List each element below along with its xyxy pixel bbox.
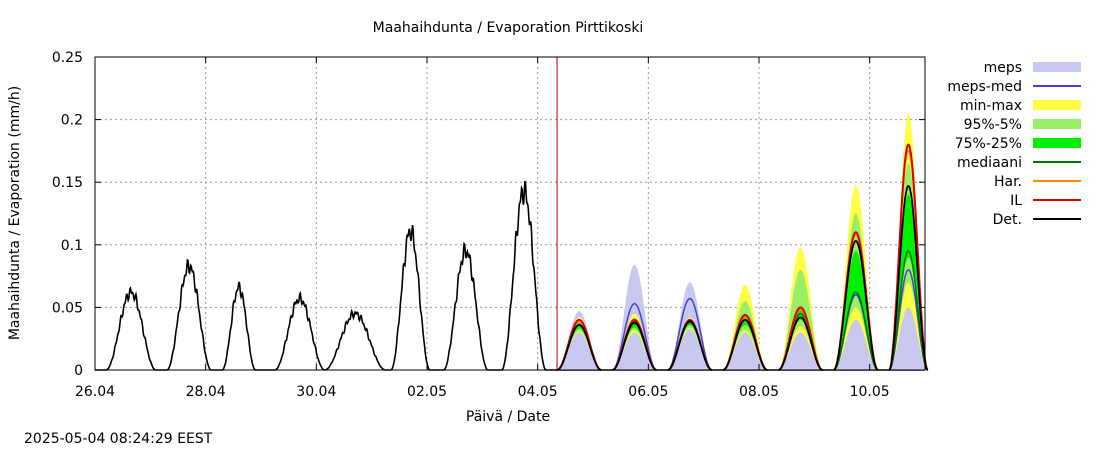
p95-5-band bbox=[612, 317, 657, 370]
det-line bbox=[888, 185, 929, 371]
legend-label: IL bbox=[1010, 193, 1022, 209]
x-axis-label: Päivä / Date bbox=[466, 409, 550, 425]
p75-25-band bbox=[889, 194, 928, 370]
axis-ticks: 0 0.05 0.1 0.15 0.2 0.25 26.04 28.04 30.04 02.05 0… bbox=[52, 50, 925, 400]
x-tick-label: 10.05 bbox=[850, 384, 890, 400]
legend-label: mediaani bbox=[957, 155, 1022, 171]
legend-swatch-meps bbox=[1033, 62, 1081, 72]
legend-label: 95%-5% bbox=[964, 117, 1022, 133]
legend-swatch-p75_25 bbox=[1033, 138, 1081, 148]
x-tick-label: 28.04 bbox=[186, 384, 226, 400]
y-tick-label: 0.2 bbox=[61, 113, 83, 129]
det-line bbox=[778, 316, 823, 371]
meps-med-line bbox=[667, 297, 713, 371]
p75-25-band bbox=[833, 251, 878, 370]
det-line bbox=[556, 323, 602, 371]
legend-label: meps-med bbox=[947, 79, 1022, 95]
y-tick-label: 0.05 bbox=[52, 300, 83, 316]
series-layer bbox=[95, 57, 929, 371]
legend-label: min-max bbox=[960, 98, 1022, 114]
legend: meps meps-med min-max 95%-5% 75%-25% mediaani… bbox=[947, 60, 1081, 228]
p95-5-band bbox=[557, 319, 602, 370]
plot-frame bbox=[94, 56, 926, 371]
y-axis-label: Maahaihdunta / Evaporation (mm/h) bbox=[7, 86, 23, 340]
meps-band bbox=[557, 311, 602, 370]
legend-label: Har. bbox=[994, 174, 1022, 190]
legend-label: 75%-25% bbox=[955, 136, 1022, 152]
minmax-band bbox=[667, 317, 712, 370]
legend-label: Det. bbox=[993, 212, 1022, 228]
legend-swatch-minmax bbox=[1033, 100, 1081, 110]
x-tick-label: 08.05 bbox=[739, 384, 779, 400]
y-tick-label: 0.15 bbox=[52, 175, 83, 191]
legend-label: meps bbox=[984, 60, 1022, 76]
mediaani-line bbox=[888, 250, 929, 371]
det-line bbox=[667, 320, 713, 371]
x-tick-label: 06.05 bbox=[628, 384, 668, 400]
x-tick-label: 04.05 bbox=[518, 384, 558, 400]
x-tick-label: 30.04 bbox=[296, 384, 336, 400]
y-tick-label: 0 bbox=[74, 363, 83, 379]
y-tick-label: 0.1 bbox=[61, 238, 83, 254]
x-tick-label: 02.05 bbox=[407, 384, 447, 400]
det-line bbox=[612, 321, 657, 371]
mediaani-line bbox=[833, 291, 879, 371]
observed-line bbox=[95, 180, 557, 371]
y-tick-label: 0.25 bbox=[52, 50, 83, 66]
meps-med-line bbox=[612, 302, 657, 371]
x-tick-label: 26.04 bbox=[75, 384, 115, 400]
det-line bbox=[722, 318, 768, 371]
legend-swatch-p95_5 bbox=[1033, 119, 1081, 129]
det-line bbox=[833, 240, 879, 371]
chart-title: Maahaihdunta / Evaporation Pirttikoski bbox=[373, 20, 644, 36]
timestamp: 2025-05-04 08:24:29 EEST bbox=[24, 431, 213, 447]
